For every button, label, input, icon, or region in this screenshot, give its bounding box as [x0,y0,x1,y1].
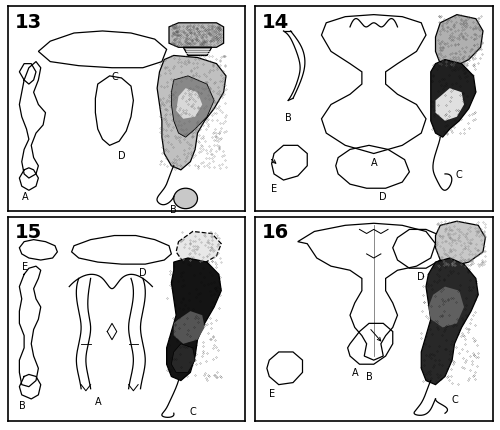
Text: B: B [285,113,292,123]
Text: D: D [418,272,425,283]
Text: A: A [22,192,29,203]
Text: C: C [456,170,462,180]
Polygon shape [436,88,464,121]
Polygon shape [436,15,483,68]
Polygon shape [176,88,202,119]
Polygon shape [428,286,464,328]
Polygon shape [172,344,195,372]
Polygon shape [183,47,212,55]
Text: E: E [22,262,28,272]
Text: D: D [380,192,387,203]
Text: 16: 16 [262,223,289,242]
Text: 14: 14 [262,12,289,31]
Polygon shape [157,55,226,170]
Polygon shape [174,311,204,344]
Circle shape [174,188,198,209]
Polygon shape [431,59,476,137]
Text: C: C [111,72,118,82]
Text: A: A [352,368,358,378]
Text: D: D [118,151,126,162]
Text: C: C [451,395,458,405]
Polygon shape [172,76,214,137]
Text: B: B [170,205,177,215]
Polygon shape [176,231,221,264]
Text: B: B [366,372,372,382]
Text: C: C [190,407,196,417]
Text: A: A [370,157,377,168]
Text: A: A [94,397,101,407]
Polygon shape [436,221,486,266]
Text: 13: 13 [14,12,42,31]
Text: B: B [20,401,26,411]
Polygon shape [166,258,221,381]
Text: D: D [139,268,146,278]
Polygon shape [421,258,478,384]
Text: E: E [271,184,277,194]
Text: 15: 15 [14,223,42,242]
Text: E: E [269,389,276,399]
Polygon shape [169,23,224,47]
